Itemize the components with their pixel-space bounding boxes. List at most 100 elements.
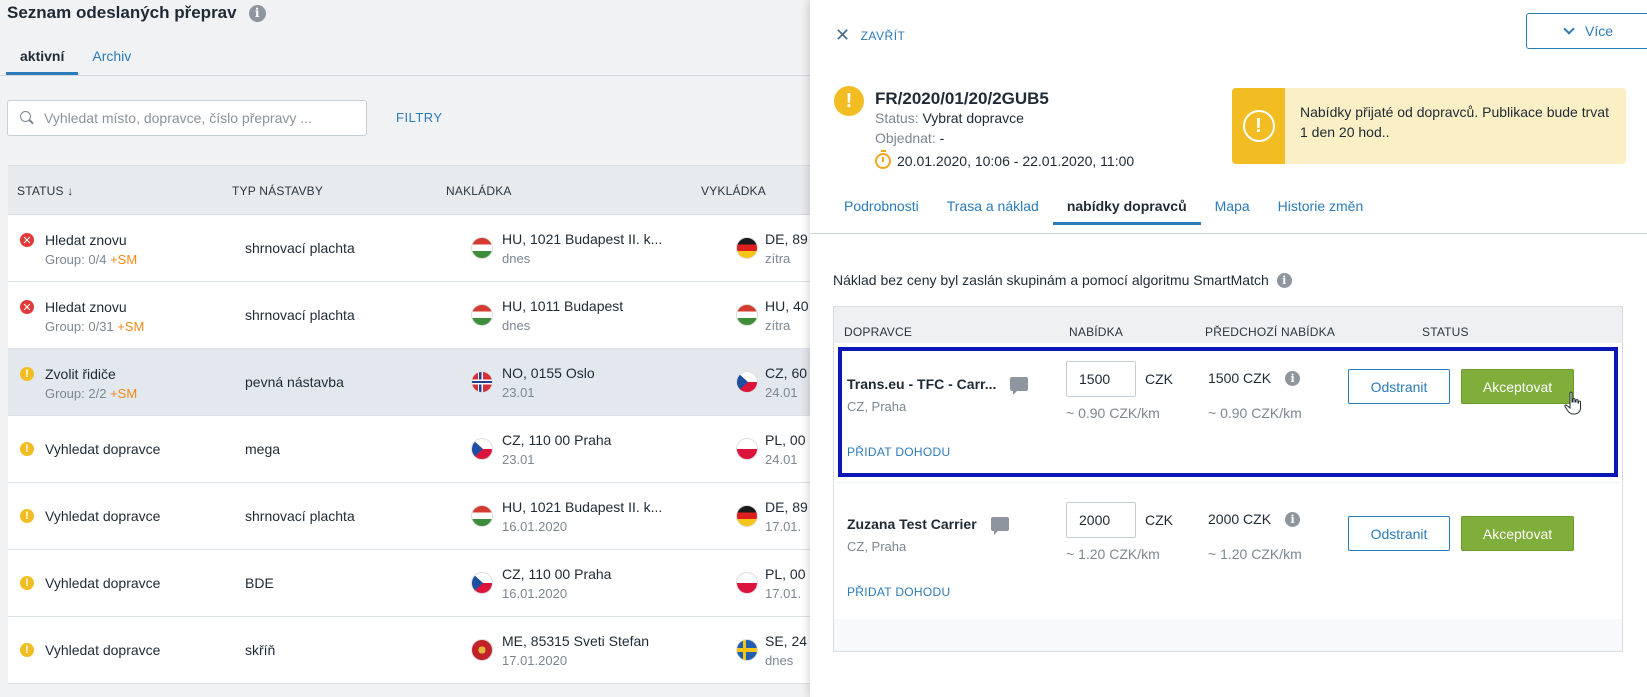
price-input[interactable]: 2000 [1066, 502, 1136, 538]
table-row[interactable]: ✕ Hledat znovu Group: 0/4 +SM shrnovací … [8, 215, 810, 282]
info-icon[interactable]: i [248, 4, 266, 22]
error-icon: ✕ [20, 300, 34, 314]
tab-details[interactable]: Podrobnosti [844, 198, 919, 214]
filters-link[interactable]: FILTRY [396, 110, 443, 125]
carrier-name[interactable]: Zuzana Test Carrier [847, 516, 977, 532]
row-type: shrnovací plachta [245, 240, 355, 256]
table-header: STATUS ↓ TYP NÁSTAVBY NAKLÁDKA VYKLÁDKA [8, 165, 810, 215]
price-input[interactable]: 1500 [1066, 361, 1136, 397]
row-status: Vyhledat dopravce [45, 642, 161, 658]
row-loading: HU, 1021 Budapest II. k... [502, 499, 663, 515]
status-value: Vybrat dopravce [922, 110, 1024, 126]
row-type: skříň [245, 642, 276, 658]
info-icon[interactable]: i [1285, 511, 1301, 527]
column-unloading[interactable]: VYKLÁDKA [701, 184, 766, 198]
offer-row-highlighted: Trans.eu - TFC - Carr... CZ, Praha PŘIDA… [834, 343, 1622, 481]
sm-badge: +SM [110, 252, 138, 267]
row-loading-date: 23.01 [502, 452, 535, 467]
notice-side: ! [1232, 88, 1285, 164]
info-icon[interactable]: i [1276, 272, 1292, 288]
table-row-selected[interactable]: ! Zvolit řidiče Group: 2/2 +SM pevná nás… [8, 349, 810, 416]
detail-tabs: Podrobnosti Trasa a náklad nabídky dopra… [830, 198, 1377, 225]
table-row[interactable]: ! Vyhledat dopravce BDE CZ, 110 00 Praha… [8, 550, 810, 617]
remove-button[interactable]: Odstranit [1348, 369, 1450, 404]
tab-carrier-offers[interactable]: nabídky dopravců [1052, 198, 1201, 225]
list-tabs: aktivní Archiv [6, 48, 145, 75]
row-unloading: CZ, 60 [765, 365, 808, 381]
search-box[interactable] [7, 100, 367, 136]
flag-de-icon [736, 237, 758, 259]
warning-icon: ! [834, 86, 864, 116]
row-unloading-date: 24.01 [765, 385, 798, 400]
carrier-name[interactable]: Trans.eu - TFC - Carr... [847, 376, 997, 392]
row-status: Vyhledat dopravce [45, 575, 161, 591]
row-status: Hledat znovu [45, 299, 127, 315]
previous-price: 2000 CZK [1208, 511, 1272, 527]
accept-button[interactable]: Akceptovat [1461, 516, 1574, 551]
row-unloading-date: 24.01 [765, 452, 798, 467]
more-label: Více [1584, 23, 1613, 39]
row-status: Vyhledat dopravce [45, 508, 161, 524]
shipment-ref: FR/2020/01/20/2GUB5 [875, 89, 1049, 108]
column-loading[interactable]: NAKLÁDKA [446, 184, 512, 198]
flag-de-icon [736, 505, 758, 527]
row-unloading: PL, 00 [765, 432, 806, 448]
search-icon [20, 111, 34, 125]
table-row[interactable]: ! Vyhledat dopravce skříň ME, 85315 Svet… [8, 617, 810, 684]
stopwatch-icon [875, 150, 891, 169]
tab-active[interactable]: aktivní [6, 48, 79, 75]
row-loading-date: 17.01.2020 [502, 653, 568, 668]
warning-icon: ! [20, 442, 34, 456]
row-type: mega [245, 441, 281, 457]
currency-label: CZK [1145, 512, 1173, 528]
tab-map[interactable]: Mapa [1214, 198, 1250, 214]
column-previous-offer: PŘEDCHOZÍ NABÍDKA [1205, 325, 1336, 339]
table-row[interactable]: ✕ Hledat znovu Group: 0/31 +SM shrnovací… [8, 282, 810, 349]
previous-per-km: ~ 1.20 CZK/km [1208, 546, 1302, 562]
flag-hu-icon [471, 505, 493, 527]
sm-badge: +SM [110, 386, 138, 401]
remove-button[interactable]: Odstranit [1348, 516, 1450, 551]
previous-price: 1500 CZK [1208, 370, 1272, 386]
time-range-row: 20.01.2020, 10:06 - 22.01.2020, 11:00 [875, 150, 1134, 169]
close-button[interactable]: ✕ ZAVŘÍT [835, 25, 905, 46]
column-carrier: DOPRAVCE [844, 325, 913, 339]
group-count: Group: 2/2 [45, 386, 107, 401]
add-deal-link[interactable]: PŘIDAT DOHODU [847, 585, 951, 599]
price-per-km: ~ 0.90 CZK/km [1066, 405, 1160, 421]
ordered-line: Objednat: - [875, 130, 944, 146]
notice-text: Nabídky přijaté od dopravců. Publikace b… [1300, 104, 1609, 140]
hand-cursor-icon [1564, 391, 1581, 415]
tab-archive[interactable]: Archiv [92, 48, 132, 64]
flag-cz-icon [736, 371, 758, 393]
tab-history[interactable]: Historie změn [1277, 198, 1364, 214]
tab-route[interactable]: Trasa a náklad [946, 198, 1039, 214]
row-group: Group: 0/31 +SM [45, 319, 144, 334]
info-icon[interactable]: i [1285, 370, 1301, 386]
table-body: ✕ Hledat znovu Group: 0/4 +SM shrnovací … [8, 215, 810, 684]
offers-table: DOPRAVCE NABÍDKA PŘEDCHOZÍ NABÍDKA STATU… [833, 306, 1623, 652]
row-status: Vyhledat dopravce [45, 441, 161, 457]
chat-icon[interactable] [990, 517, 1009, 535]
column-type[interactable]: TYP NÁSTAVBY [232, 184, 324, 198]
row-status: Zvolit řidiče [45, 366, 116, 382]
table-row[interactable]: ! Vyhledat dopravce shrnovací plachta HU… [8, 483, 810, 550]
add-deal-link[interactable]: PŘIDAT DOHODU [847, 445, 951, 459]
row-type: BDE [245, 575, 274, 591]
smartmatch-text: Náklad bez ceny byl zaslán skupinám a po… [833, 272, 1269, 288]
row-unloading-date: dnes [765, 653, 794, 668]
offer-row: Zuzana Test Carrier CZ, Praha PŘIDAT DOH… [834, 484, 1622, 619]
table-row[interactable]: ! Vyhledat dopravce mega CZ, 110 00 Prah… [8, 416, 810, 483]
accept-button[interactable]: Akceptovat [1461, 369, 1574, 404]
flag-no-icon [471, 371, 493, 393]
chat-icon[interactable] [1010, 377, 1029, 395]
search-input[interactable] [44, 110, 344, 126]
flag-pl-icon [736, 572, 758, 594]
page-title: Seznam odeslaných přeprav [7, 3, 237, 22]
column-status[interactable]: STATUS ↓ [17, 184, 74, 198]
row-unloading: SE, 24 [765, 633, 808, 649]
previous-offer: 1500 CZK i [1208, 370, 1301, 386]
alert-icon: ! [1242, 110, 1275, 142]
row-group: Group: 0/4 +SM [45, 252, 137, 267]
more-button[interactable]: Více [1526, 13, 1647, 49]
